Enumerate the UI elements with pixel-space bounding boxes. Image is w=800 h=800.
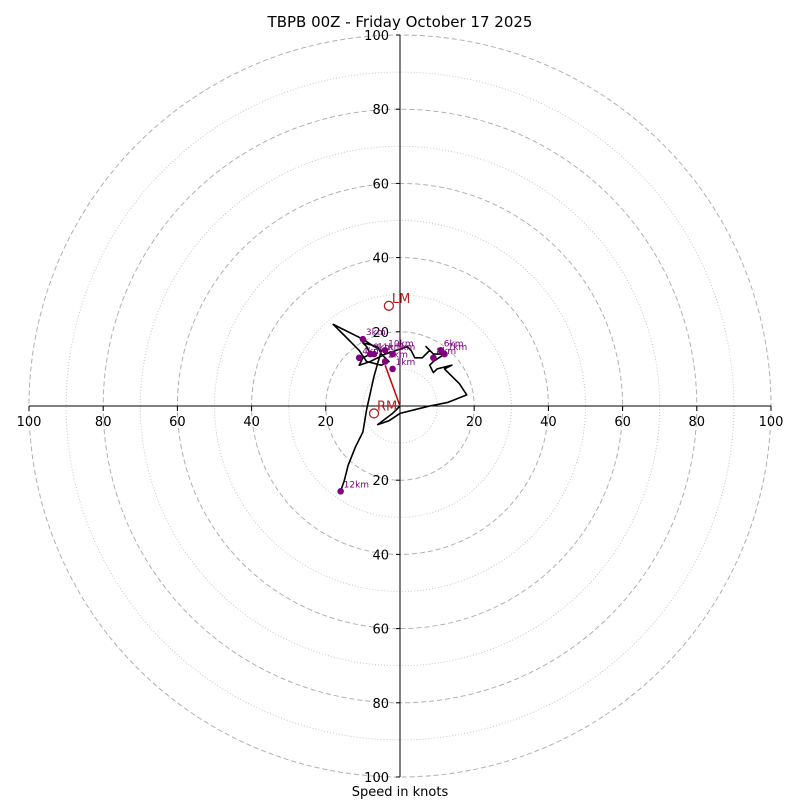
x-tick-label: 100 [17, 415, 42, 430]
y-tick-label: 20 [372, 326, 389, 341]
x-tick-label: 80 [689, 415, 706, 430]
mean-wind-line [384, 364, 401, 407]
height-marker-dot [441, 350, 448, 358]
height-marker-label: 1km [396, 358, 416, 368]
height-marker-label: 11km [377, 343, 402, 353]
y-tick-label: 20 [372, 474, 389, 489]
height-marker-dot [370, 350, 378, 358]
height-marker-dot [355, 354, 363, 362]
y-tick-label: 60 [372, 623, 389, 638]
storm-motion-markers: LM RM [368, 292, 410, 419]
height-marker-label: 8km [436, 347, 456, 357]
x-axis-label: Speed in knots [352, 785, 449, 800]
storm-motion-label: RM [377, 399, 397, 414]
x-tick-label: 80 [95, 415, 112, 430]
height-marker-label: 7km [448, 343, 468, 353]
y-tick-label: 60 [372, 177, 389, 192]
x-tick-label: 60 [614, 415, 631, 430]
chart-title: TBPB 00Z - Friday October 17 2025 [267, 13, 533, 31]
height-marker-dot [381, 358, 389, 365]
x-tick-labels: 100 80 60 40 20 20 40 60 80 100 [17, 406, 784, 430]
x-tick-label: 40 [540, 415, 557, 430]
height-marker-label: 12km [344, 480, 369, 490]
x-tick-label: 60 [169, 415, 186, 430]
y-tick-label: 40 [372, 548, 389, 563]
height-marker-dot [389, 365, 396, 373]
storm-motion-marker [368, 408, 380, 419]
storm-motion-label: LM [392, 292, 410, 307]
y-tick-labels: 100 80 60 40 20 20 40 60 80 100 [364, 29, 400, 786]
y-tick-label: 40 [372, 252, 389, 267]
y-tick-label: 100 [364, 29, 389, 44]
height-marker-dot [337, 488, 344, 495]
height-marker-dot [381, 347, 389, 354]
x-tick-label: 20 [466, 415, 483, 430]
y-tick-label: 100 [364, 771, 389, 786]
height-marker-label: 2km [388, 350, 408, 360]
x-tick-label: 40 [243, 415, 260, 430]
height-marker-label: 6km [444, 339, 464, 349]
height-marker-label: 5km [396, 343, 416, 353]
x-tick-label: 20 [318, 415, 335, 430]
y-tick-label: 80 [372, 697, 389, 712]
height-marker-dot [430, 354, 437, 362]
height-marker-label: 10km [388, 339, 413, 349]
x-tick-label: 100 [759, 415, 784, 430]
height-markers: 1km2km3km4km5km6km7km8km9km10km11km12km [337, 328, 468, 495]
height-marker-label: 3km [366, 328, 386, 338]
height-marker-dot [359, 335, 367, 343]
height-marker-dot [389, 350, 396, 358]
storm-motion-marker [383, 300, 395, 311]
y-tick-label: 80 [372, 103, 389, 118]
